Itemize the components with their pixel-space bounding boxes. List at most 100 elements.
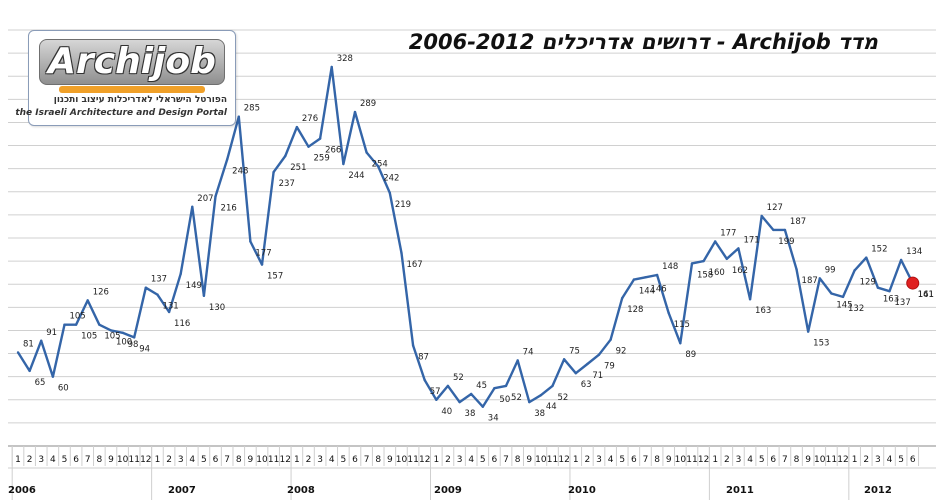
data-label: 34 — [488, 414, 499, 424]
data-point — [737, 247, 740, 250]
data-point — [818, 277, 821, 280]
data-point — [841, 295, 845, 299]
data-label: 254 — [372, 159, 388, 169]
data-point — [551, 384, 554, 388]
month-tick-label: 4 — [747, 455, 753, 465]
month-tick-label: 10 — [814, 455, 826, 465]
data-point — [237, 115, 240, 118]
month-tick-label: 11 — [128, 455, 139, 465]
data-point — [597, 353, 601, 356]
data-point — [388, 191, 392, 195]
data-point — [411, 344, 415, 347]
data-point — [528, 400, 531, 404]
data-label: 137 — [151, 275, 167, 285]
data-label: 153 — [813, 339, 829, 349]
data-point — [899, 258, 903, 262]
data-label: 161 — [918, 290, 934, 300]
month-tick-label: 5 — [480, 455, 486, 465]
data-point — [121, 331, 124, 334]
month-tick-label: 5 — [759, 455, 765, 465]
data-point — [469, 392, 473, 396]
data-point — [621, 296, 624, 300]
month-tick-label: 8 — [96, 455, 102, 465]
data-label: 160 — [709, 268, 725, 278]
data-label: 57 — [430, 387, 441, 397]
data-label: 89 — [685, 350, 696, 360]
year-tick-labels: 2006 2007 2008 2009 2010 2011 2012 — [8, 485, 892, 496]
data-point — [365, 151, 368, 154]
data-label: 244 — [348, 171, 364, 181]
month-tick-label: 3 — [457, 455, 463, 465]
data-point — [493, 387, 496, 390]
month-tick-label: 6 — [352, 455, 358, 465]
month-tick-label: 12 — [140, 455, 151, 465]
series-line — [16, 65, 914, 408]
data-point — [63, 323, 66, 326]
data-point — [284, 154, 287, 158]
month-tick-label: 10 — [535, 455, 547, 465]
data-label: 177 — [255, 248, 271, 258]
data-point — [214, 195, 217, 198]
data-point — [318, 137, 322, 140]
data-label: 145 — [836, 300, 852, 310]
month-tick-label: 11 — [268, 455, 279, 465]
month-tick-label: 11 — [686, 455, 697, 465]
month-tick-label: 5 — [898, 455, 904, 465]
data-point — [655, 273, 659, 277]
month-tick-label: 2 — [863, 455, 869, 465]
data-label: 105 — [81, 332, 97, 342]
month-tick-label: 1 — [433, 455, 439, 465]
data-point — [109, 329, 113, 332]
month-tick-label: 8 — [794, 455, 800, 465]
data-label: 162 — [732, 266, 748, 276]
logo-wordmark: Archijob — [39, 39, 225, 85]
data-point — [179, 272, 182, 276]
data-point — [876, 286, 880, 289]
data-label: 38 — [534, 409, 545, 419]
data-point — [435, 398, 438, 401]
data-label: 242 — [383, 173, 399, 183]
data-label: 129 — [860, 277, 876, 287]
month-tick-label: 1 — [852, 455, 858, 465]
month-tick-label: 7 — [782, 455, 788, 465]
data-point — [865, 256, 868, 259]
logo-tagline-hebrew: הפורטל הישראלי לאדריכלות עיצוב ותכנון — [53, 95, 227, 105]
data-point — [51, 375, 55, 378]
month-tick-label: 6 — [73, 455, 79, 465]
month-tick-label: 9 — [805, 455, 811, 465]
data-point — [133, 336, 136, 339]
data-label: 130 — [209, 303, 225, 313]
month-tick-label: 12 — [837, 455, 848, 465]
data-label: 251 — [290, 163, 306, 173]
data-point — [888, 289, 891, 293]
data-label: 141 — [918, 290, 934, 300]
data-label: 158 — [697, 270, 713, 280]
data-point — [400, 251, 403, 255]
month-tick-label: 9 — [248, 455, 254, 465]
year-tick-label: 2007 — [168, 485, 196, 496]
month-tick-label: 1 — [155, 455, 161, 465]
data-point — [853, 269, 856, 272]
data-label: 52 — [511, 393, 522, 403]
data-points — [16, 65, 920, 408]
data-label: 99 — [825, 265, 836, 275]
year-tick-label: 2006 — [8, 485, 36, 496]
month-tick-label: 2 — [306, 455, 312, 465]
data-label: 248 — [232, 166, 248, 176]
data-point — [446, 384, 450, 388]
data-point — [342, 162, 345, 166]
data-label: 79 — [604, 362, 615, 372]
data-point — [806, 330, 810, 333]
logo-accent-bar — [59, 86, 205, 93]
data-point — [609, 338, 612, 341]
data-point — [307, 145, 310, 148]
month-tick-label: 3 — [317, 455, 323, 465]
month-tick-label: 6 — [213, 455, 219, 465]
month-tick-label: 9 — [526, 455, 532, 465]
data-label: 38 — [465, 409, 476, 419]
data-label: 187 — [802, 276, 818, 286]
month-tick-label: 12 — [698, 455, 709, 465]
data-point — [191, 205, 194, 208]
